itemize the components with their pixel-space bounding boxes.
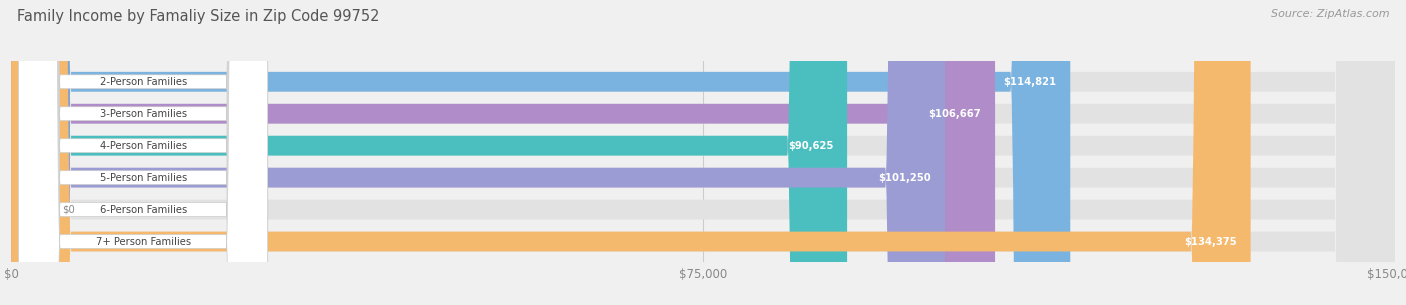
Text: Source: ZipAtlas.com: Source: ZipAtlas.com — [1271, 9, 1389, 19]
FancyBboxPatch shape — [18, 0, 267, 305]
FancyBboxPatch shape — [11, 0, 995, 305]
Text: $0: $0 — [62, 205, 75, 215]
FancyBboxPatch shape — [11, 0, 1251, 305]
Text: 7+ Person Families: 7+ Person Families — [96, 237, 191, 246]
FancyBboxPatch shape — [18, 0, 267, 305]
Text: 5-Person Families: 5-Person Families — [100, 173, 187, 183]
Text: 6-Person Families: 6-Person Families — [100, 205, 187, 215]
Text: Family Income by Famaliy Size in Zip Code 99752: Family Income by Famaliy Size in Zip Cod… — [17, 9, 380, 24]
Text: 4-Person Families: 4-Person Families — [100, 141, 187, 151]
FancyBboxPatch shape — [11, 0, 945, 305]
Text: 3-Person Families: 3-Person Families — [100, 109, 187, 119]
FancyBboxPatch shape — [11, 0, 846, 305]
Text: $106,667: $106,667 — [928, 109, 981, 119]
FancyBboxPatch shape — [11, 0, 44, 305]
FancyBboxPatch shape — [11, 0, 1070, 305]
FancyBboxPatch shape — [11, 0, 1395, 305]
FancyBboxPatch shape — [11, 0, 1395, 305]
Text: $101,250: $101,250 — [879, 173, 931, 183]
FancyBboxPatch shape — [18, 0, 267, 305]
FancyBboxPatch shape — [18, 0, 267, 305]
Text: $114,821: $114,821 — [1004, 77, 1056, 87]
FancyBboxPatch shape — [18, 0, 267, 305]
Text: $134,375: $134,375 — [1184, 237, 1237, 246]
Text: 2-Person Families: 2-Person Families — [100, 77, 187, 87]
FancyBboxPatch shape — [11, 0, 1395, 305]
FancyBboxPatch shape — [11, 0, 1395, 305]
FancyBboxPatch shape — [11, 0, 1395, 305]
FancyBboxPatch shape — [18, 0, 267, 305]
Text: $90,625: $90,625 — [787, 141, 834, 151]
FancyBboxPatch shape — [11, 0, 1395, 305]
